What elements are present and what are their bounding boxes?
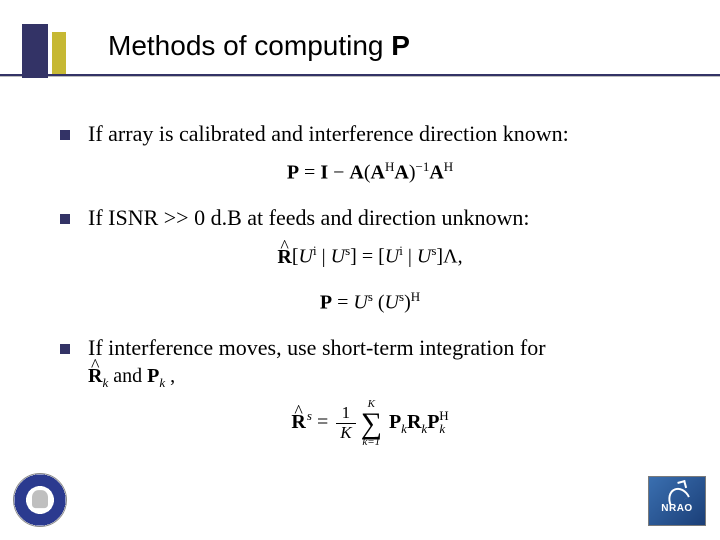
eq1-A1: A: [349, 161, 363, 183]
title-bold-p: P: [391, 30, 410, 61]
nrao-text: NRAO: [661, 503, 692, 514]
bullet-icon: [60, 214, 70, 224]
equation-1: P = I − A(AHA)−1AH: [60, 159, 680, 185]
eq2a-eq: =: [357, 246, 378, 268]
eq3-H: H: [439, 408, 448, 423]
eq2a-U4: U: [417, 246, 431, 268]
eq2a-Lam: Λ: [443, 246, 458, 268]
eq2b-eq: =: [332, 291, 353, 313]
eq2a-U1: U: [299, 246, 313, 268]
equation-3: Rs = 1KK∑k=1 PkRkPkH: [60, 399, 680, 448]
eq2a-lb1: [: [292, 246, 299, 268]
content-area: If array is calibrated and interference …: [60, 120, 680, 468]
eq3-K: K: [340, 423, 351, 442]
eq1-A4: A: [429, 161, 443, 183]
eq2a-U3: U: [385, 246, 399, 268]
page-title: Methods of computing P: [108, 30, 410, 62]
beehive-icon: [32, 490, 48, 508]
eq3-eq: =: [312, 411, 333, 433]
title-main: Methods of computing: [108, 30, 391, 61]
nrao-logo: NRAO: [648, 476, 706, 526]
sigma-icon: ∑: [361, 410, 382, 437]
eq1-H1: H: [385, 159, 394, 174]
eq2a-bar2: |: [403, 246, 417, 268]
in3-R: R: [88, 365, 102, 387]
eq2a-lb2: [: [378, 246, 385, 268]
eq1-inv: −1: [415, 159, 429, 174]
title-accent-yellow: [52, 32, 66, 74]
bullet-1-text: If array is calibrated and interference …: [88, 120, 569, 149]
bullet-3-text: If interference moves, use short-term in…: [88, 334, 546, 363]
eq3-sum: K∑k=1: [361, 399, 382, 448]
bullet-3-inline: Rk and Pk ,: [88, 365, 680, 391]
seal-ring-icon: [14, 474, 66, 526]
title-accent-dark: [22, 24, 48, 78]
eq1-H2: H: [444, 159, 453, 174]
eq2a-comma: ,: [458, 246, 463, 268]
in3-P: P: [147, 365, 159, 387]
eq1-minus: −: [328, 161, 349, 183]
in3-comma: ,: [165, 365, 175, 387]
bullet-icon: [60, 130, 70, 140]
eq2a-bar1: |: [317, 246, 331, 268]
eq3-R: R: [291, 411, 305, 433]
bullet-2: If ISNR >> 0 d.B at feeds and direction …: [60, 204, 680, 233]
eq2a-U2: U: [331, 246, 345, 268]
bullet-3: If interference moves, use short-term in…: [60, 334, 680, 363]
bullet-1: If array is calibrated and interference …: [60, 120, 680, 149]
equation-2b: P = Us (Us)H: [60, 289, 680, 315]
eq1-eq: =: [299, 161, 320, 183]
eq3-k3: k: [439, 421, 445, 436]
eq2b-U1: U: [353, 291, 367, 313]
title-underline: [0, 74, 720, 77]
eq3-one: 1: [336, 404, 355, 424]
eq2b-lp: (: [378, 291, 385, 313]
eq3-P2: P: [427, 411, 439, 433]
eq3-frac: 1K: [336, 404, 355, 442]
bullet-icon: [60, 344, 70, 354]
eq3-klo: k=1: [362, 436, 380, 448]
eq1-A3: A: [394, 161, 408, 183]
eq1-P: P: [287, 161, 299, 183]
equation-2a: R[Ui | Us] = [Ui | Us]Λ,: [60, 243, 680, 269]
eq2b-P: P: [320, 291, 332, 313]
eq2a-R: R: [277, 246, 291, 268]
eq2a-rb1: ]: [350, 246, 357, 268]
byu-seal-logo: [14, 474, 66, 526]
bullet-2-text: If ISNR >> 0 d.B at feeds and direction …: [88, 204, 530, 233]
in3-and: and: [108, 365, 147, 387]
eq2b-H: H: [411, 289, 420, 304]
eq3-P1: P: [389, 411, 401, 433]
eq3-R2: R: [407, 411, 421, 433]
eq2b-U2: U: [385, 291, 399, 313]
eq2b-rp: ): [404, 291, 411, 313]
eq1-I: I: [320, 161, 328, 183]
eq1-lp: (: [364, 161, 371, 183]
eq1-A2: A: [371, 161, 385, 183]
